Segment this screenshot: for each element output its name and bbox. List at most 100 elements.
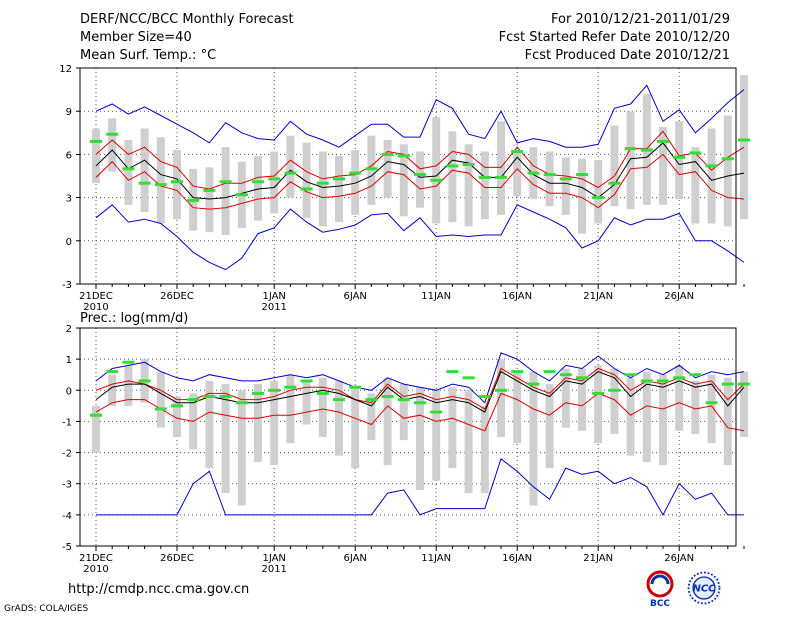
p1-obs-marker [478,175,491,179]
p1-obs-marker [576,173,588,177]
p1-box [140,128,149,212]
p1-obs-marker [187,198,200,202]
p1-obs-marker [495,175,507,179]
p1-obs-marker [300,187,313,191]
p2-xtick-label: 1JAN [262,553,285,564]
p2-obs-marker [252,391,264,395]
p1-xtick-label: 21DEC [79,291,113,302]
p2-box [594,365,603,444]
p2-box [529,371,538,506]
p2-box [691,380,700,434]
ncc-logo: NCC [687,571,721,605]
p1-box [675,121,684,200]
p1-obs-marker [689,151,702,155]
p1-box [513,150,522,197]
p1-ytick-label: 3 [66,194,72,205]
p1-obs-marker [624,147,637,151]
p1-box [416,151,424,208]
p2-xtick-year: 2010 [83,564,108,575]
p2-obs-marker [316,391,329,395]
p2-xtick-label: 16JAN [502,553,532,564]
p1-box [626,111,635,210]
p1-obs-marker [592,196,605,200]
p2-obs-marker [90,413,102,417]
p1-box [124,140,133,205]
p1-obs-marker [333,177,345,181]
p2-box [205,380,214,469]
p2-obs-marker [122,360,135,364]
p2-box [92,405,100,453]
p1-xtick-label: 26DEC [160,291,194,302]
p2-obs-marker [446,370,459,374]
p1-xtick-label: 1JAN [262,291,285,302]
p2-box [448,387,457,469]
produced-date: Fcst Produced Date 2010/12/21 [524,48,730,63]
p1-obs-marker [414,173,426,177]
p1-box [205,167,214,233]
ncc-logo-text: NCC [692,584,716,595]
precip-title: Prec.: log(mm/d) [80,311,188,326]
p2-mean-line [95,370,745,413]
p2-box [464,390,473,494]
p2-lower-spread-line [95,392,745,432]
p2-xtick-label: 6JAN [343,553,366,564]
p1-mean-line [95,142,745,200]
p2-box [497,359,505,437]
p2-obs-marker [106,370,119,374]
p2-xtick-year: 2011 [261,564,286,575]
p1-lower-spread-line [95,153,745,210]
p1-box [691,147,700,224]
p1-box [270,151,279,214]
p2-box [254,384,262,462]
grads-credit: GrADS: COLA/IGES [4,604,89,614]
p1-obs-marker [203,188,216,192]
p2-frame [79,327,737,547]
p1-box [610,125,619,207]
p2-obs-marker [689,373,702,377]
p1-box [156,137,165,224]
p2-box [221,384,230,494]
p2-obs-marker [608,388,621,392]
p1-xtick-label: 26JAN [664,291,694,302]
p1-obs-marker [154,183,167,187]
p2-box [383,377,392,466]
source-url[interactable]: http://cmdp.ncc.cma.gov.cn [68,582,250,597]
p1-obs-marker [559,177,572,181]
p2-box [432,390,441,481]
p1-box [92,128,100,184]
p2-ytick-label: -1 [62,417,72,428]
p1-box [578,158,586,234]
p2-ytick-label: -2 [62,449,72,460]
p1-box [173,150,181,220]
p2-obs-marker [381,395,394,399]
p1-obs-marker [673,155,686,159]
p1-ytick-label: -3 [62,280,72,291]
p1-box [594,160,603,224]
p2-ytick-label: 0 [66,386,72,397]
p2-box [740,371,748,437]
p1-box [302,142,311,218]
p2-obs-marker [333,398,345,402]
p1-xtick-label: 6JAN [343,291,366,302]
p2-obs-marker [365,398,378,402]
p1-obs-marker [511,150,524,154]
p2-obs-marker [349,385,362,389]
p1-box [318,151,327,227]
p2-ytick-label: -4 [62,511,72,522]
p2-obs-marker [187,398,200,402]
p1-box [221,147,230,236]
p2-box [237,390,246,506]
p2-box [367,393,376,441]
p2-obs-marker [414,401,426,405]
p1-obs-marker [446,164,459,168]
p2-obs-marker [657,379,669,383]
p1-obs-marker [543,173,556,177]
p2-obs-marker [171,404,183,408]
p1-obs-marker [721,157,734,161]
p2-obs-marker [559,373,572,377]
p1-obs-marker [462,162,475,166]
p2-obs-marker [203,395,216,399]
p2-ytick-label: -5 [62,542,72,553]
p1-ytick-label: 6 [66,150,72,161]
p1-box [659,127,667,205]
